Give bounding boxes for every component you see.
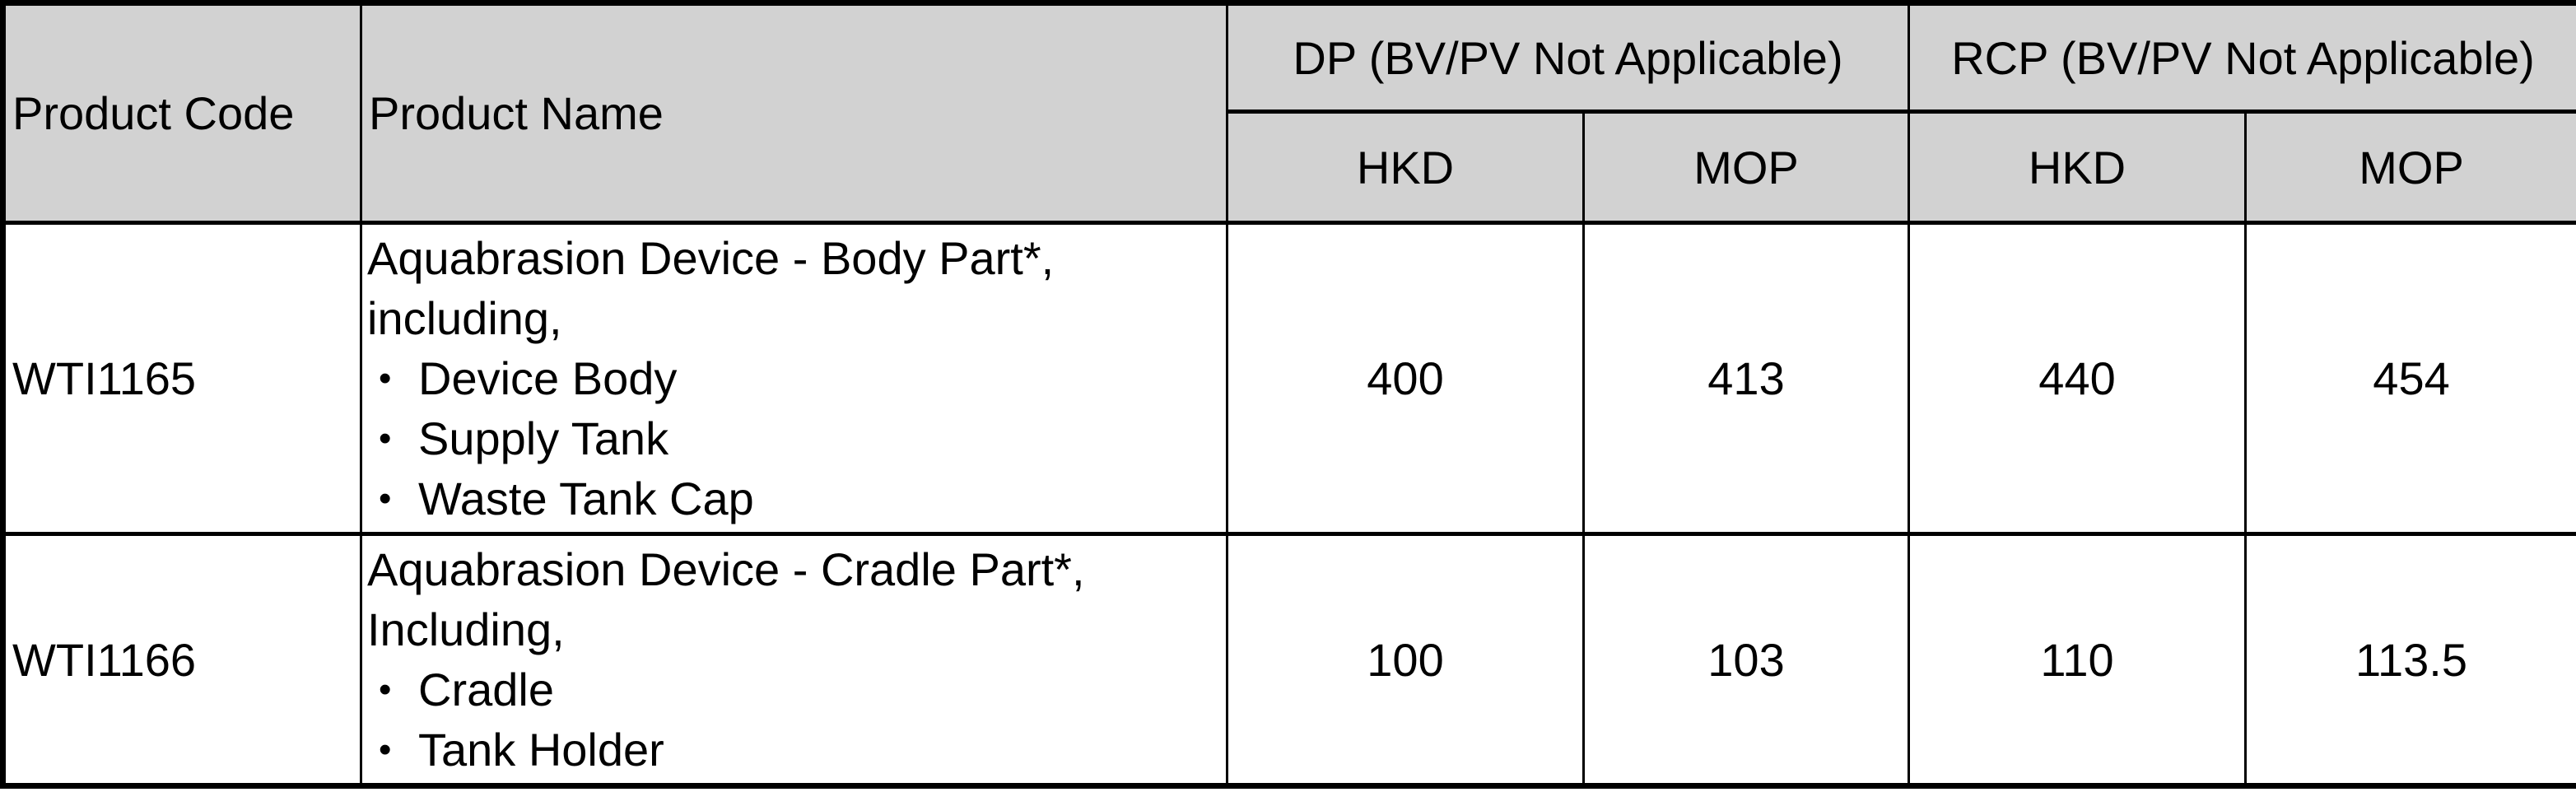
cell-rcp-mop: 113.5 [2244,532,2576,788]
cell-rcp-hkd: 440 [1908,221,2248,536]
product-name-line: Aquabrasion Device - Cradle Part*, [367,543,1085,595]
product-bullet-item: • Cradle [367,659,1219,720]
cell-product-code: WTI1166 [2,532,362,788]
bullet-text: Cradle [418,664,554,715]
cell-dp-mop: 413 [1581,221,1911,536]
product-bullet-item: • Tank Holder [367,720,1219,780]
cell-dp-hkd: 100 [1226,532,1585,788]
bullet-icon: • [379,729,392,770]
product-name-line: Including, [367,603,565,655]
cell-product-name: Aquabrasion Device - Body Part*, includi… [360,221,1228,536]
bullet-text: Tank Holder [418,724,664,776]
product-bullet-item: • Device Body [367,348,1219,408]
product-bullet-item: • Supply Tank [367,408,1219,468]
header-rcp-mop: MOP [2244,109,2576,225]
header-product-code: Product Code [2,1,362,225]
cell-rcp-hkd: 110 [1908,532,2248,788]
bullet-icon: • [379,478,392,519]
product-name-line: including, [367,292,562,344]
bullet-icon: • [379,669,392,710]
header-dp-hkd: HKD [1226,109,1585,225]
header-group-rcp: RCP (BV/PV Not Applicable) [1908,1,2576,114]
bullet-text: Waste Tank Cap [418,473,754,524]
cell-rcp-mop: 454 [2244,221,2576,536]
cell-product-name: Aquabrasion Device - Cradle Part*, Inclu… [360,532,1228,788]
product-price-table: Product Code Product Name DP (BV/PV Not … [0,0,2576,789]
product-name-line: Aquabrasion Device - Body Part*, [367,232,1055,284]
table-row: WTI1165 Aquabrasion Device - Body Part*,… [2,221,2576,536]
header-product-name: Product Name [360,1,1228,225]
bullet-icon: • [379,418,392,459]
header-group-row: Product Code Product Name DP (BV/PV Not … [2,1,2576,225]
cell-dp-mop: 103 [1581,532,1911,788]
cell-dp-hkd: 400 [1226,221,1585,536]
bullet-text: Device Body [418,352,678,404]
header-dp-mop: MOP [1581,109,1911,225]
header-group-dp: DP (BV/PV Not Applicable) [1225,1,1911,114]
bullet-text: Supply Tank [418,412,669,464]
header-currency-row: HKD MOP HKD MOP [3,109,2576,225]
table-row: WTI1166 Aquabrasion Device - Cradle Part… [2,532,2576,788]
cell-product-code: WTI1165 [2,221,362,536]
product-bullet-item: • Waste Tank Cap [367,468,1219,529]
bullet-icon: • [379,358,392,398]
header-rcp-hkd: HKD [1908,109,2248,225]
